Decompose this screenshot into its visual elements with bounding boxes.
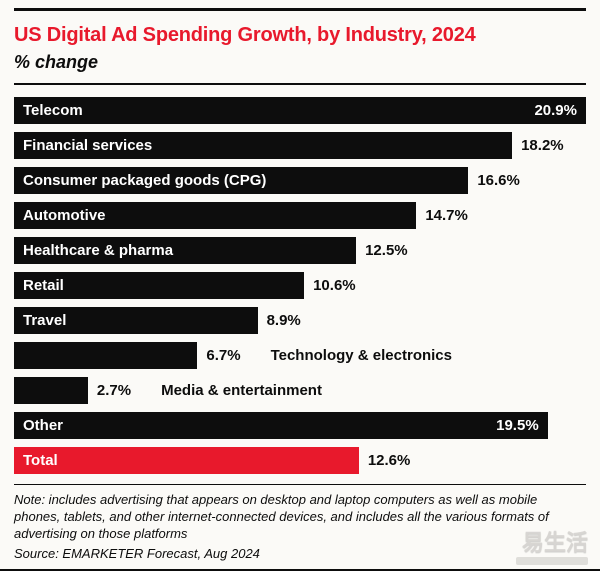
bar-value: 20.9% bbox=[534, 102, 577, 119]
bar-consumer-packaged-goods-cpg: Consumer packaged goods (CPG) bbox=[14, 167, 469, 194]
chart-footer: Note: includes advertising that appears … bbox=[14, 484, 586, 562]
bar-row-financial-services: Financial services 18.2% bbox=[14, 132, 586, 159]
bar-row-consumer-packaged-goods-cpg: Consumer packaged goods (CPG) 16.6% bbox=[14, 167, 586, 194]
bar-row-automotive: Automotive 14.7% bbox=[14, 202, 586, 229]
bar-value: 2.7% bbox=[96, 382, 132, 399]
bar-row-telecom: Telecom 20.9% bbox=[14, 97, 586, 124]
bar-label: Other bbox=[23, 417, 64, 434]
bar-row-healthcare-pharma: Healthcare & pharma 12.5% bbox=[14, 237, 586, 264]
bar-media-entertainment bbox=[14, 377, 88, 404]
bar-label: Travel bbox=[23, 312, 67, 329]
bar-total: Total bbox=[14, 447, 359, 474]
bar-label: Media & entertainment bbox=[161, 382, 322, 399]
bar-label: Financial services bbox=[23, 137, 153, 154]
bar-label: Total bbox=[23, 452, 58, 469]
bar-value: 19.5% bbox=[496, 417, 539, 434]
bar-row-other: Other 19.5% bbox=[14, 412, 586, 439]
bar-retail: Retail bbox=[14, 272, 305, 299]
header-divider bbox=[14, 83, 586, 85]
bar-financial-services: Financial services bbox=[14, 132, 513, 159]
bar-value: 12.6% bbox=[367, 452, 411, 469]
bar-telecom: Telecom 20.9% bbox=[14, 97, 586, 124]
bar-value: 12.5% bbox=[365, 242, 408, 259]
bottom-divider bbox=[0, 569, 600, 571]
bar-label: Telecom bbox=[23, 102, 83, 119]
bar-chart: Telecom 20.9% Financial services 18.2% Consu… bbox=[14, 97, 586, 474]
bar-travel: Travel bbox=[14, 307, 258, 334]
bar-value: 14.7% bbox=[425, 207, 468, 224]
bar-label: Technology & electronics bbox=[270, 347, 452, 364]
bar-other: Other 19.5% bbox=[14, 412, 548, 439]
bar-healthcare-pharma: Healthcare & pharma bbox=[14, 237, 357, 264]
bar-technology-electronics bbox=[14, 342, 198, 369]
bar-row-technology-electronics: 6.7% Technology & electronics bbox=[14, 342, 586, 369]
bar-label: Healthcare & pharma bbox=[23, 242, 174, 259]
bar-label: Automotive bbox=[23, 207, 106, 224]
bar-value: 8.9% bbox=[266, 312, 301, 329]
bar-value: 10.6% bbox=[313, 277, 356, 294]
bar-label: Consumer packaged goods (CPG) bbox=[23, 172, 267, 189]
footnote: Note: includes advertising that appears … bbox=[14, 492, 549, 541]
bar-label: Retail bbox=[23, 277, 64, 294]
bar-row-retail: Retail 10.6% bbox=[14, 272, 586, 299]
bar-row-media-entertainment: 2.7% Media & entertainment bbox=[14, 377, 586, 404]
chart-subtitle: % change bbox=[14, 52, 99, 72]
bar-row-travel: Travel 8.9% bbox=[14, 307, 586, 334]
bar-value: 18.2% bbox=[521, 137, 564, 154]
bar-row-total: Total 12.6% bbox=[14, 447, 586, 474]
bar-value: 6.7% bbox=[206, 347, 241, 364]
source-line: Source: EMARKETER Forecast, Aug 2024 bbox=[14, 546, 260, 561]
chart-title: US Digital Ad Spending Growth, by Indust… bbox=[14, 24, 476, 46]
bar-value: 16.6% bbox=[477, 172, 520, 189]
bar-automotive: Automotive bbox=[14, 202, 417, 229]
top-divider bbox=[14, 8, 586, 11]
